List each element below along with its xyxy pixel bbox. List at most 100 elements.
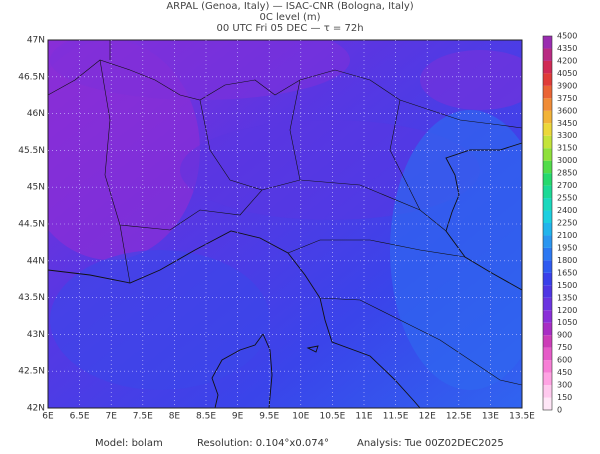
lat-label: 43N bbox=[27, 330, 45, 340]
lat-label: 47N bbox=[27, 36, 45, 46]
colorbar-swatch bbox=[543, 73, 552, 86]
colorbar-label: 300 bbox=[557, 381, 572, 390]
lon-label: 9.5E bbox=[259, 412, 279, 422]
colorbar-label: 2100 bbox=[557, 231, 577, 240]
lon-label: 13.5E bbox=[509, 412, 535, 422]
colorbar-label: 3300 bbox=[557, 131, 577, 140]
footer-resolution: Resolution: 0.104°x0.074° bbox=[197, 438, 329, 449]
colorbar-frame bbox=[542, 35, 553, 411]
lon-label: 6E bbox=[42, 412, 54, 422]
lat-label: 45N bbox=[27, 183, 45, 193]
colorbar-label: 4500 bbox=[557, 32, 577, 41]
footer-model: Model: bolam bbox=[95, 438, 163, 449]
axis-labels: 47N 46.5N 46N 45.5N 45N 44.5N 44N 43.5N 43N 42.5N… bbox=[18, 36, 535, 422]
colorbar-swatch bbox=[543, 36, 552, 49]
colorbar-swatch bbox=[543, 335, 552, 348]
lon-label: 7E bbox=[105, 412, 117, 422]
colorbar-swatch bbox=[543, 48, 552, 61]
colorbar-label: 600 bbox=[557, 356, 572, 365]
colorbar: 0 150 300 450 600 750 900 1050 1200 1350 1500 1650 1… bbox=[542, 32, 577, 415]
colorbar-label: 3000 bbox=[557, 156, 577, 165]
colorbar-swatch bbox=[543, 85, 552, 99]
lat-label: 44N bbox=[27, 256, 45, 266]
colorbar-label: 1350 bbox=[557, 293, 577, 302]
colorbar-swatch bbox=[543, 372, 552, 386]
header-line: 0C level (m) bbox=[259, 12, 320, 23]
colorbar-swatch bbox=[543, 297, 552, 311]
colorbar-swatch bbox=[543, 135, 552, 149]
colorbar-label: 3150 bbox=[557, 144, 577, 153]
colorbar-label: 450 bbox=[557, 368, 572, 377]
lon-label: 10.5E bbox=[320, 412, 346, 422]
colorbar-label: 2700 bbox=[557, 181, 577, 190]
colorbar-swatch bbox=[543, 60, 552, 74]
colorbar-swatch bbox=[543, 123, 552, 136]
lon-label: 12.5E bbox=[446, 412, 472, 422]
colorbar-swatch bbox=[543, 310, 552, 323]
borders bbox=[47, 40, 523, 386]
lat-label: 43.5N bbox=[18, 293, 45, 303]
colorbar-swatch bbox=[543, 173, 552, 186]
lon-label: 8.5E bbox=[196, 412, 216, 422]
colorbar-label: 3750 bbox=[557, 94, 577, 103]
colorbar-label: 3450 bbox=[557, 119, 577, 128]
coastlines bbox=[47, 142, 523, 409]
colorbar-swatch bbox=[543, 347, 552, 361]
colorbar-label: 1650 bbox=[557, 268, 577, 277]
colorbar-swatch bbox=[543, 272, 552, 286]
lat-label: 42N bbox=[27, 404, 45, 414]
colorbar-label: 4350 bbox=[557, 44, 577, 53]
lon-label: 12E bbox=[419, 412, 436, 422]
colorbar-swatch bbox=[543, 260, 552, 273]
lon-label: 8E bbox=[169, 412, 181, 422]
header-line: ARPAL (Genoa, Italy) — ISAC-CNR (Bologna… bbox=[166, 1, 413, 12]
colorbar-label: 1050 bbox=[557, 318, 577, 327]
colorbar-swatch bbox=[543, 360, 552, 373]
colorbar-swatch bbox=[543, 223, 552, 236]
lon-label: 7.5E bbox=[133, 412, 153, 422]
colorbar-label: 2850 bbox=[557, 169, 577, 178]
colorbar-label: 1500 bbox=[557, 281, 577, 290]
colorbar-label: 2550 bbox=[557, 194, 577, 203]
lat-label: 42.5N bbox=[18, 367, 45, 377]
colorbar-label: 3600 bbox=[557, 106, 577, 115]
lon-label: 9E bbox=[232, 412, 244, 422]
colorbar-label: 1800 bbox=[557, 256, 577, 265]
graticule bbox=[48, 40, 522, 408]
colorbar-swatch bbox=[543, 98, 552, 111]
map-field bbox=[48, 40, 522, 408]
lon-label: 11E bbox=[355, 412, 372, 422]
colorbar-label: 750 bbox=[557, 343, 572, 352]
colorbar-label: 2250 bbox=[557, 219, 577, 228]
colorbar-swatch bbox=[543, 185, 552, 199]
colorbar-label: 4050 bbox=[557, 69, 577, 78]
colorbar-swatch bbox=[543, 210, 552, 223]
colorbar-label: 150 bbox=[557, 393, 572, 402]
colorbar-swatch bbox=[543, 247, 552, 261]
colorbar-swatch bbox=[543, 235, 552, 248]
colorbar-label: 0 bbox=[557, 406, 562, 415]
colorbar-swatch bbox=[543, 385, 552, 398]
colorbar-swatch bbox=[543, 198, 552, 211]
footer-analysis: Analysis: Tue 00Z02DEC2025 bbox=[357, 438, 504, 449]
lat-label: 44.5N bbox=[18, 220, 45, 230]
lat-label: 45.5N bbox=[18, 146, 45, 156]
colorbar-label: 900 bbox=[557, 331, 572, 340]
colorbar-label: 3900 bbox=[557, 81, 577, 90]
lon-label: 10E bbox=[292, 412, 309, 422]
lat-label: 46.5N bbox=[18, 72, 45, 82]
colorbar-swatch bbox=[543, 160, 552, 174]
colorbar-swatch bbox=[543, 148, 552, 161]
colorbar-swatch bbox=[543, 110, 552, 124]
colorbar-label: 1200 bbox=[557, 306, 577, 315]
lon-label: 6.5E bbox=[70, 412, 90, 422]
lat-label: 46N bbox=[27, 109, 45, 119]
lon-label: 11.5E bbox=[383, 412, 409, 422]
colorbar-label: 2400 bbox=[557, 206, 577, 215]
colorbar-swatch bbox=[543, 397, 552, 410]
colorbar-label: 4200 bbox=[557, 56, 577, 65]
header-line: 00 UTC Fri 05 DEC — τ = 72h bbox=[216, 23, 363, 34]
colorbar-label: 1950 bbox=[557, 243, 577, 252]
colorbar-swatch bbox=[543, 285, 552, 298]
